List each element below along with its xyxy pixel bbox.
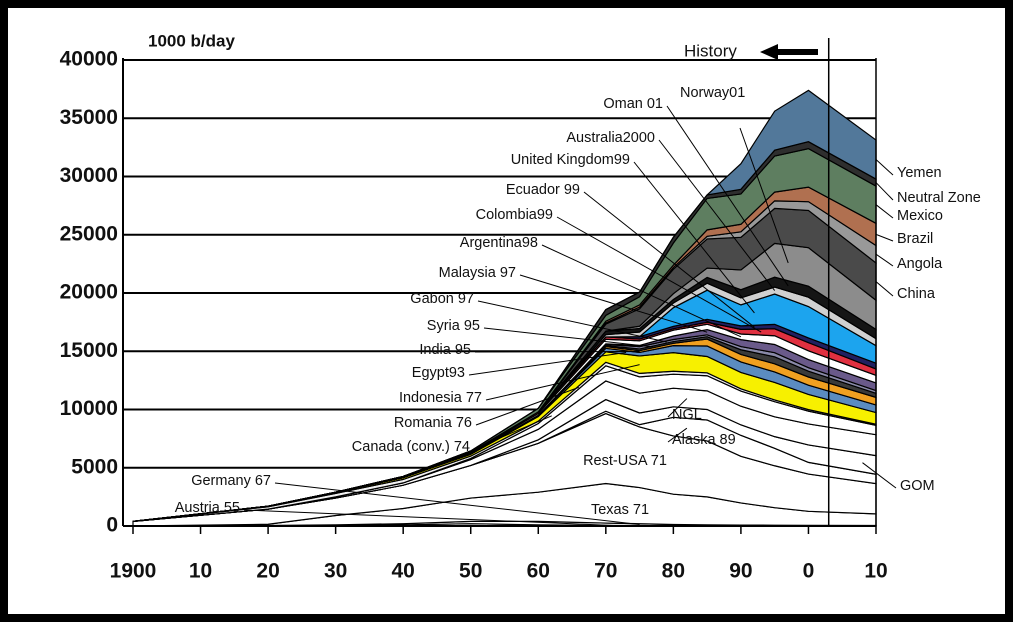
leader-line	[274, 482, 640, 526]
leader-line	[739, 127, 789, 264]
series-label: Norway01	[680, 85, 745, 101]
leader-line	[477, 300, 667, 343]
leader-line	[666, 105, 789, 287]
leader-line	[667, 398, 688, 418]
series-label: Alaska 89	[672, 432, 736, 448]
leader-line	[658, 139, 776, 291]
y-tick-label: 5000	[71, 455, 118, 478]
y-tick-label: 20000	[60, 281, 118, 304]
series-label: Oman 01	[603, 96, 663, 112]
y-tick-label: 30000	[60, 164, 118, 187]
series-label: Austria 55	[175, 500, 240, 516]
leader-line	[473, 415, 552, 450]
leader-line	[485, 364, 640, 401]
leader-line	[483, 327, 654, 348]
series-label: India 95	[419, 342, 471, 358]
x-tick-label: 60	[527, 560, 550, 583]
series-label: Germany 67	[191, 473, 271, 489]
history-arrow	[760, 44, 818, 60]
x-tick-label: 10	[864, 560, 887, 583]
series-label: Mexico	[897, 208, 943, 224]
leader-line	[875, 253, 894, 267]
series-label: Rest-USA 71	[583, 453, 667, 469]
series-label: Romania 76	[394, 415, 472, 431]
leader-line	[243, 509, 620, 527]
leader-line	[633, 161, 755, 314]
leader-line	[875, 204, 894, 219]
leader-line	[875, 159, 894, 176]
series-label: Gabon 97	[410, 291, 474, 307]
series-label: China	[897, 286, 936, 302]
y-tick-label: 15000	[60, 339, 118, 362]
series-label: NGL	[672, 407, 702, 423]
x-tick-label: 10	[189, 560, 212, 583]
leader-line	[519, 274, 708, 333]
x-tick-label: 40	[392, 560, 415, 583]
y-tick-label: 40000	[60, 48, 118, 71]
leader-line	[475, 386, 579, 426]
leader-line	[667, 427, 688, 443]
series-label: Texas 71	[591, 502, 649, 518]
x-tick-label: 30	[324, 560, 347, 583]
series-label: Canada (conv.) 74	[352, 439, 470, 455]
series-label: Egypt93	[412, 365, 465, 381]
y-tick-label: 10000	[60, 397, 118, 420]
series-label: Syria 95	[427, 318, 480, 334]
leader-line	[875, 233, 894, 242]
series-label: Indonesia 77	[399, 390, 482, 406]
x-tick-label: 50	[459, 560, 482, 583]
y-axis-label: 1000 b/day	[148, 31, 235, 50]
series-label: Yemen	[897, 165, 942, 181]
series-label: Australia2000	[566, 130, 655, 146]
series-label: Brazil	[897, 231, 933, 247]
x-tick-label: 90	[729, 560, 752, 583]
x-tick-label: 20	[256, 560, 279, 583]
x-tick-label: 70	[594, 560, 617, 583]
series-label: Colombia99	[476, 207, 553, 223]
leader-line	[875, 182, 894, 201]
series-label: Argentina98	[460, 235, 538, 251]
series-label: Neutral Zone	[897, 190, 981, 206]
y-tick-label: 0	[106, 514, 118, 537]
series-label: Ecuador 99	[506, 182, 580, 198]
y-tick-label: 35000	[60, 106, 118, 129]
x-tick-label: 0	[803, 560, 815, 583]
history-label: History	[684, 41, 737, 60]
series-label: Malaysia 97	[439, 265, 516, 281]
series-label: GOM	[900, 478, 935, 494]
leader-line	[556, 216, 762, 333]
leader-line	[862, 462, 897, 489]
x-tick-label: 80	[662, 560, 685, 583]
x-tick-label: 1900	[110, 560, 157, 583]
leader-line	[541, 244, 742, 338]
series-label: Angola	[897, 256, 943, 272]
series-label: United Kingdom99	[511, 152, 630, 168]
leader-line	[875, 281, 894, 297]
y-tick-label: 25000	[60, 222, 118, 245]
leader-line	[583, 191, 755, 328]
leader-line	[468, 352, 627, 376]
